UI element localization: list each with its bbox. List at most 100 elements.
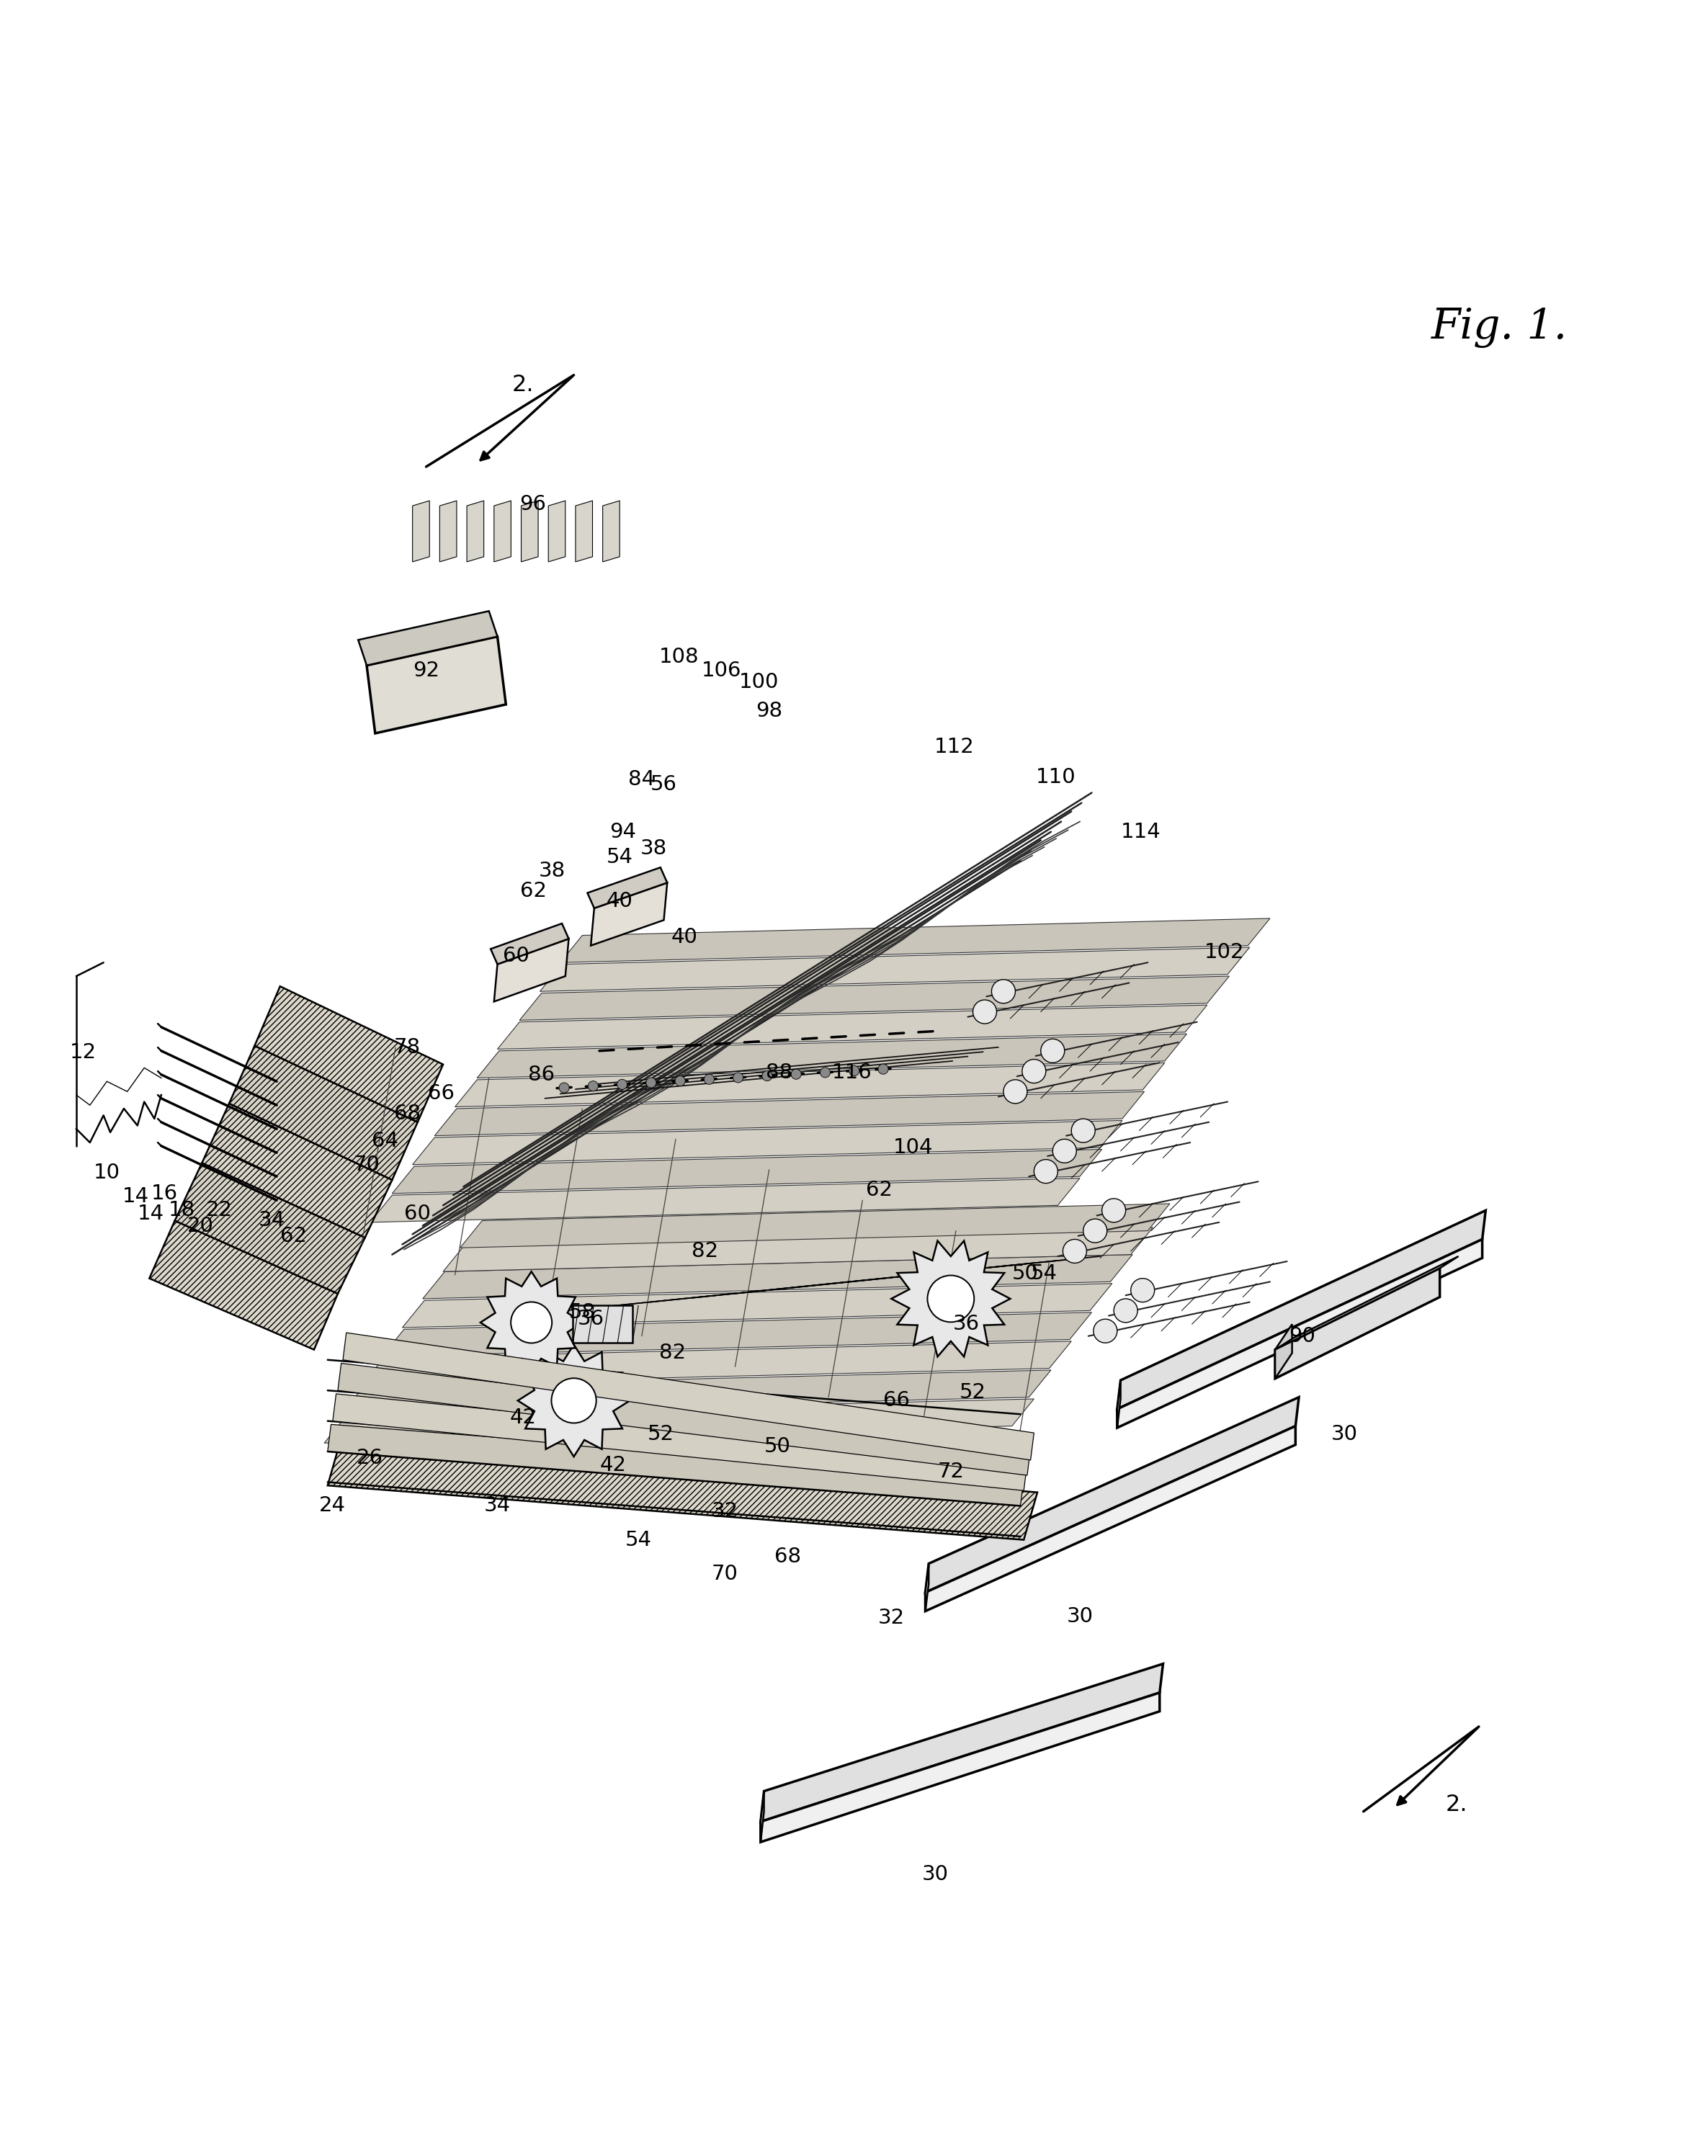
- Polygon shape: [149, 1220, 338, 1350]
- Text: 54: 54: [1032, 1263, 1057, 1283]
- Text: 34: 34: [258, 1210, 285, 1231]
- Polygon shape: [439, 500, 456, 563]
- Text: 50: 50: [1013, 1263, 1038, 1283]
- Circle shape: [1071, 1119, 1095, 1143]
- Text: 52: 52: [960, 1382, 986, 1401]
- Text: 64: 64: [372, 1130, 398, 1151]
- Text: 14: 14: [123, 1186, 149, 1207]
- Polygon shape: [367, 636, 506, 733]
- Text: 34: 34: [483, 1496, 511, 1516]
- Text: 90: 90: [1290, 1326, 1315, 1345]
- Text: 62: 62: [519, 882, 547, 901]
- Circle shape: [511, 1302, 552, 1343]
- Polygon shape: [926, 1397, 1298, 1593]
- Polygon shape: [328, 1438, 1037, 1539]
- Text: 92: 92: [413, 660, 439, 681]
- Polygon shape: [760, 1792, 763, 1841]
- Circle shape: [791, 1069, 801, 1080]
- Circle shape: [992, 979, 1015, 1003]
- Text: 66: 66: [883, 1391, 910, 1410]
- Circle shape: [1052, 1138, 1076, 1162]
- Text: 50: 50: [763, 1436, 791, 1457]
- Text: 12: 12: [70, 1044, 96, 1063]
- Polygon shape: [466, 500, 483, 563]
- Polygon shape: [442, 1227, 1153, 1272]
- Polygon shape: [393, 1149, 1102, 1194]
- Text: 70: 70: [712, 1563, 738, 1585]
- Polygon shape: [413, 1121, 1122, 1164]
- Polygon shape: [560, 918, 1271, 962]
- Polygon shape: [494, 500, 511, 563]
- Polygon shape: [540, 946, 1250, 992]
- Polygon shape: [202, 1104, 393, 1238]
- Text: 30: 30: [1066, 1606, 1093, 1626]
- Text: 68: 68: [395, 1104, 420, 1123]
- Circle shape: [849, 1065, 859, 1076]
- Polygon shape: [1117, 1210, 1486, 1410]
- Text: 78: 78: [395, 1037, 420, 1059]
- Circle shape: [1040, 1039, 1064, 1063]
- Circle shape: [878, 1065, 888, 1074]
- Circle shape: [704, 1074, 714, 1084]
- Text: 68: 68: [774, 1546, 801, 1567]
- Text: 2.: 2.: [1445, 1794, 1467, 1815]
- Text: 98: 98: [755, 701, 782, 722]
- Text: 30: 30: [1332, 1425, 1358, 1445]
- Polygon shape: [892, 1242, 1009, 1356]
- Polygon shape: [333, 1393, 1027, 1490]
- Polygon shape: [591, 882, 668, 946]
- Polygon shape: [422, 1255, 1132, 1298]
- Polygon shape: [403, 1283, 1112, 1328]
- Text: 32: 32: [878, 1608, 905, 1628]
- Text: 52: 52: [647, 1425, 673, 1445]
- Text: 114: 114: [1120, 821, 1161, 841]
- Text: 70: 70: [354, 1153, 379, 1175]
- Text: 82: 82: [659, 1343, 685, 1363]
- Circle shape: [1102, 1199, 1126, 1222]
- Text: 36: 36: [577, 1309, 605, 1330]
- Text: 106: 106: [702, 660, 741, 681]
- Text: 108: 108: [659, 647, 699, 666]
- Circle shape: [1021, 1059, 1045, 1082]
- Text: 86: 86: [528, 1065, 555, 1084]
- Text: 82: 82: [692, 1242, 717, 1261]
- Text: 72: 72: [938, 1462, 963, 1481]
- Circle shape: [974, 1000, 997, 1024]
- Polygon shape: [926, 1425, 1295, 1611]
- Text: 96: 96: [519, 494, 547, 513]
- Text: 40: 40: [606, 890, 634, 912]
- Text: 60: 60: [405, 1203, 430, 1225]
- Polygon shape: [1276, 1268, 1440, 1378]
- Text: 10: 10: [94, 1162, 120, 1184]
- Polygon shape: [760, 1664, 1163, 1822]
- Text: 26: 26: [357, 1449, 383, 1468]
- Polygon shape: [338, 1363, 1030, 1475]
- Text: 38: 38: [538, 860, 565, 882]
- Polygon shape: [359, 610, 497, 666]
- Text: 14: 14: [138, 1203, 164, 1225]
- Text: 20: 20: [186, 1216, 214, 1235]
- Circle shape: [1093, 1319, 1117, 1343]
- Polygon shape: [325, 1399, 1033, 1442]
- Polygon shape: [1117, 1240, 1483, 1427]
- Circle shape: [762, 1072, 772, 1080]
- Polygon shape: [229, 1046, 418, 1179]
- Text: 94: 94: [610, 821, 637, 841]
- Polygon shape: [480, 1272, 582, 1373]
- Circle shape: [1003, 1080, 1027, 1104]
- Circle shape: [1114, 1298, 1138, 1322]
- Text: 62: 62: [280, 1227, 307, 1246]
- Text: 18: 18: [167, 1201, 195, 1220]
- Polygon shape: [1276, 1324, 1291, 1378]
- Text: 116: 116: [832, 1063, 873, 1082]
- Circle shape: [646, 1078, 656, 1089]
- Circle shape: [1062, 1240, 1086, 1263]
- Polygon shape: [459, 1203, 1170, 1248]
- Text: Fig. 1.: Fig. 1.: [1431, 306, 1568, 347]
- Polygon shape: [343, 1332, 1033, 1460]
- Circle shape: [927, 1276, 974, 1322]
- Text: 54: 54: [606, 847, 634, 867]
- Text: 102: 102: [1204, 942, 1243, 962]
- Polygon shape: [413, 500, 429, 563]
- Circle shape: [559, 1082, 569, 1093]
